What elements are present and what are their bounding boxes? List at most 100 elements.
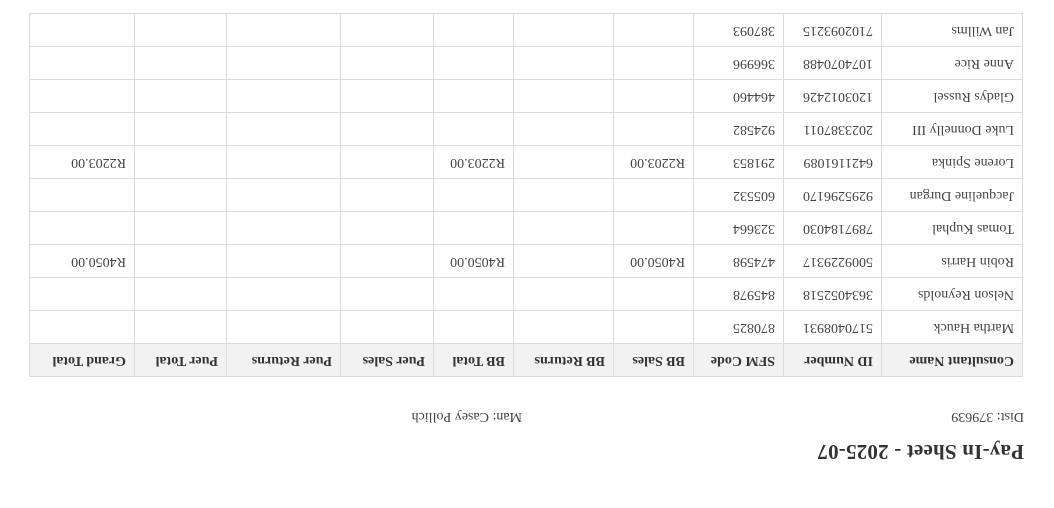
col-header-grand-total: Grand Total bbox=[29, 343, 135, 377]
cell-id-number: 7897184030 bbox=[783, 211, 882, 245]
col-header-puer-returns: Puer Returns bbox=[226, 343, 341, 377]
cell-bb-sales bbox=[613, 211, 694, 245]
cell-id-number: 5170408931 bbox=[783, 310, 882, 344]
cell-grand-total bbox=[29, 178, 135, 212]
table-row: Luke Donnelly III 2023387011 924582 bbox=[29, 112, 1023, 146]
cell-bb-sales: R4050.00 bbox=[613, 244, 694, 278]
cell-bb-returns bbox=[513, 112, 614, 146]
col-header-bb-sales: BB Sales bbox=[613, 343, 694, 377]
cell-puer-total bbox=[134, 79, 227, 113]
col-header-sfm-code: SFM Code bbox=[693, 343, 784, 377]
cell-puer-returns bbox=[226, 277, 341, 311]
cell-grand-total bbox=[29, 13, 135, 47]
cell-consultant-name: Nelson Reynolds bbox=[881, 277, 1023, 311]
cell-puer-total bbox=[134, 211, 227, 245]
cell-puer-sales bbox=[340, 211, 434, 245]
cell-grand-total bbox=[29, 112, 135, 146]
table-row: Jacqueline Durgan 9295296170 605532 bbox=[29, 178, 1023, 212]
col-header-bb-total: BB Total bbox=[433, 343, 514, 377]
cell-consultant-name: Jan Willms bbox=[881, 13, 1023, 47]
cell-puer-total bbox=[134, 178, 227, 212]
cell-grand-total bbox=[29, 211, 135, 245]
cell-puer-sales bbox=[340, 145, 434, 179]
table-row: Tomas Kuphal 7897184030 323664 bbox=[29, 211, 1023, 245]
cell-puer-sales bbox=[340, 178, 434, 212]
cell-puer-returns bbox=[226, 13, 341, 47]
cell-puer-returns bbox=[226, 211, 341, 245]
cell-bb-sales bbox=[613, 178, 694, 212]
cell-id-number: 5009229317 bbox=[783, 244, 882, 278]
cell-sfm-code: 924582 bbox=[693, 112, 784, 146]
col-header-consultant-name: Consultant Name bbox=[881, 343, 1023, 377]
cell-bb-total bbox=[433, 13, 514, 47]
cell-consultant-name: Lorene Spinka bbox=[881, 145, 1023, 179]
cell-bb-total bbox=[433, 112, 514, 146]
cell-bb-total bbox=[433, 79, 514, 113]
col-header-bb-returns: BB Returns bbox=[513, 343, 614, 377]
cell-puer-returns bbox=[226, 178, 341, 212]
cell-puer-returns bbox=[226, 112, 341, 146]
cell-id-number: 1074070488 bbox=[783, 46, 882, 80]
table-row: Anne Rice 1074070488 366996 bbox=[29, 46, 1023, 80]
cell-bb-sales bbox=[613, 277, 694, 311]
pay-in-table: Consultant Name ID Number SFM Code BB Sa… bbox=[29, 13, 1023, 377]
cell-sfm-code: 366996 bbox=[693, 46, 784, 80]
col-header-id-number: ID Number bbox=[783, 343, 882, 377]
cell-bb-total bbox=[433, 178, 514, 212]
cell-puer-sales bbox=[340, 13, 434, 47]
cell-puer-total bbox=[134, 277, 227, 311]
cell-puer-total bbox=[134, 310, 227, 344]
cell-bb-returns bbox=[513, 277, 614, 311]
cell-puer-sales bbox=[340, 112, 434, 146]
cell-sfm-code: 464460 bbox=[693, 79, 784, 113]
table-row: Lorene Spinka 6421161089 291853 R2203.00 R22… bbox=[29, 145, 1023, 179]
cell-puer-total bbox=[134, 145, 227, 179]
table-header-row: Consultant Name ID Number SFM Code BB Sa… bbox=[29, 343, 1023, 377]
manager-label: Man: Casey Pollich bbox=[411, 409, 522, 424]
cell-sfm-code: 474598 bbox=[693, 244, 784, 278]
cell-id-number: 3634052518 bbox=[783, 277, 882, 311]
cell-puer-sales bbox=[340, 277, 434, 311]
cell-puer-returns bbox=[226, 244, 341, 278]
cell-consultant-name: Tomas Kuphal bbox=[881, 211, 1023, 245]
cell-sfm-code: 387093 bbox=[693, 13, 784, 47]
cell-grand-total: R2203.00 bbox=[29, 145, 135, 179]
cell-bb-total: R2203.00 bbox=[433, 145, 514, 179]
cell-consultant-name: Anne Rice bbox=[881, 46, 1023, 80]
page-title: Pay-In Sheet - 2025-07 bbox=[817, 440, 1024, 464]
cell-puer-returns bbox=[226, 145, 341, 179]
table-body: Martha Hauck 5170408931 870825 Nelson Reyno… bbox=[29, 13, 1023, 344]
table-row: Martha Hauck 5170408931 870825 bbox=[29, 310, 1023, 344]
cell-puer-returns bbox=[226, 79, 341, 113]
table-row: Jan Willms 7102093215 387093 bbox=[29, 13, 1023, 47]
cell-bb-sales: R2203.00 bbox=[613, 145, 694, 179]
cell-grand-total bbox=[29, 277, 135, 311]
cell-sfm-code: 845978 bbox=[693, 277, 784, 311]
cell-id-number: 7102093215 bbox=[783, 13, 882, 47]
cell-bb-sales bbox=[613, 46, 694, 80]
cell-sfm-code: 605532 bbox=[693, 178, 784, 212]
cell-grand-total: R4050.00 bbox=[29, 244, 135, 278]
table-row: Nelson Reynolds 3634052518 845978 bbox=[29, 277, 1023, 311]
cell-sfm-code: 870825 bbox=[693, 310, 784, 344]
cell-bb-sales bbox=[613, 13, 694, 47]
cell-puer-total bbox=[134, 244, 227, 278]
cell-puer-returns bbox=[226, 46, 341, 80]
cell-puer-sales bbox=[340, 310, 434, 344]
cell-puer-sales bbox=[340, 79, 434, 113]
cell-puer-sales bbox=[340, 244, 434, 278]
cell-puer-total bbox=[134, 112, 227, 146]
cell-bb-sales bbox=[613, 310, 694, 344]
cell-bb-sales bbox=[613, 112, 694, 146]
cell-bb-returns bbox=[513, 145, 614, 179]
cell-bb-total: R4050.00 bbox=[433, 244, 514, 278]
cell-id-number: 9295296170 bbox=[783, 178, 882, 212]
cell-bb-returns bbox=[513, 13, 614, 47]
cell-bb-returns bbox=[513, 178, 614, 212]
cell-sfm-code: 291853 bbox=[693, 145, 784, 179]
cell-bb-total bbox=[433, 211, 514, 245]
table-row: Robin Harris 5009229317 474598 R4050.00 R405… bbox=[29, 244, 1023, 278]
cell-bb-returns bbox=[513, 244, 614, 278]
cell-bb-total bbox=[433, 277, 514, 311]
